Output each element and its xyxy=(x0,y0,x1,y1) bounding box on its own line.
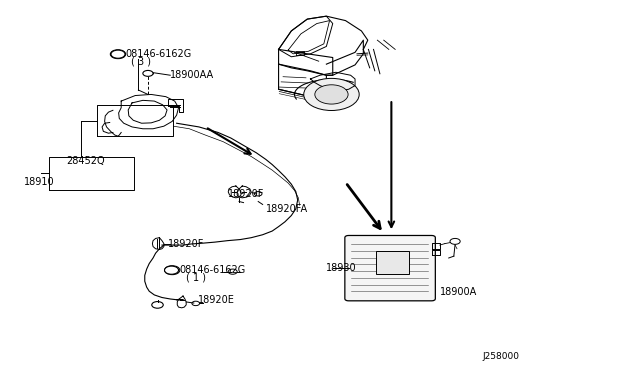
Text: 18930: 18930 xyxy=(326,263,357,273)
Circle shape xyxy=(450,238,460,244)
Text: 18920F: 18920F xyxy=(228,189,264,199)
Text: 28452Q: 28452Q xyxy=(67,156,105,166)
Circle shape xyxy=(152,302,163,308)
Circle shape xyxy=(304,78,359,110)
Text: 08146-6162G: 08146-6162G xyxy=(125,49,192,59)
Text: 18920E: 18920E xyxy=(198,295,234,305)
Text: S: S xyxy=(115,51,120,57)
Text: 18900A: 18900A xyxy=(440,287,477,297)
Text: ( 3 ): ( 3 ) xyxy=(131,56,151,66)
Text: 18920F: 18920F xyxy=(168,238,205,248)
Circle shape xyxy=(228,269,237,274)
Text: S: S xyxy=(169,268,174,273)
Circle shape xyxy=(315,85,348,104)
Circle shape xyxy=(254,192,262,196)
Text: 18920FA: 18920FA xyxy=(266,204,308,214)
Text: 18910: 18910 xyxy=(24,177,54,187)
Circle shape xyxy=(143,70,153,76)
Circle shape xyxy=(164,266,179,274)
FancyBboxPatch shape xyxy=(345,235,435,301)
Text: S: S xyxy=(170,267,175,273)
Text: J258000: J258000 xyxy=(483,352,520,361)
Text: 18900AA: 18900AA xyxy=(170,70,214,80)
Circle shape xyxy=(111,50,125,58)
Circle shape xyxy=(192,301,200,306)
Text: ( 1 ): ( 1 ) xyxy=(186,272,205,282)
Circle shape xyxy=(164,266,180,275)
Circle shape xyxy=(110,50,125,59)
Text: S: S xyxy=(116,52,120,57)
Bar xyxy=(376,251,409,274)
Text: 08146-6162G: 08146-6162G xyxy=(180,265,246,275)
